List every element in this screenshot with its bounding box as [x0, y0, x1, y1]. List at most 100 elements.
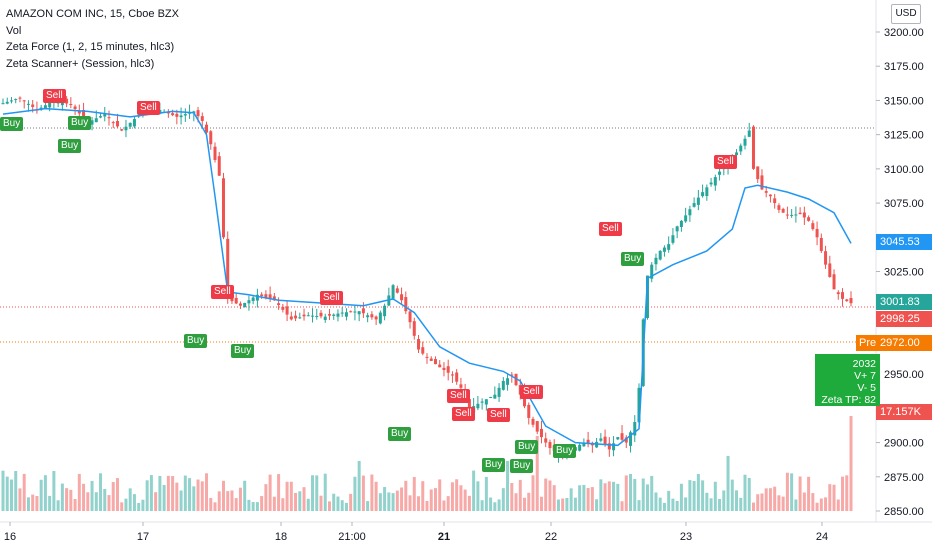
- candle-body: [773, 198, 777, 204]
- candle-body: [65, 98, 69, 104]
- candle-body: [790, 214, 794, 216]
- zeta-v-plus: V+ 7: [854, 370, 876, 382]
- signal-label: Buy: [68, 116, 92, 130]
- volume-bar: [751, 502, 755, 511]
- volume-bar: [450, 482, 454, 511]
- volume-bar: [281, 498, 285, 511]
- zeta-tp: Zeta TP: 82: [821, 394, 876, 406]
- candle-body: [14, 99, 18, 101]
- candle-body: [480, 401, 484, 403]
- volume-bar: [747, 478, 751, 511]
- volume-bar: [171, 476, 175, 511]
- volume-bar: [311, 475, 315, 511]
- candle-body: [438, 364, 442, 368]
- indicator-vol[interactable]: Vol: [6, 24, 22, 37]
- indicator-zeta-scanner[interactable]: Zeta Scanner+ (Session, hlc3): [6, 57, 155, 70]
- candle-body: [124, 126, 128, 131]
- volume-bar: [43, 475, 47, 511]
- volume-bar: [1, 470, 5, 511]
- volume-bar: [819, 498, 823, 511]
- volume-bar: [467, 495, 471, 511]
- candle-body: [319, 312, 323, 317]
- candle-body: [751, 126, 755, 169]
- candle-body: [624, 437, 628, 443]
- volume-bar: [285, 481, 289, 511]
- candle-body: [718, 171, 722, 175]
- volume-bar: [586, 487, 590, 511]
- volume-bar: [730, 479, 734, 511]
- candle-body: [849, 297, 853, 304]
- volume-bar: [565, 498, 569, 511]
- candle-body: [662, 247, 666, 252]
- volume-bar: [120, 502, 124, 511]
- volume-bar: [90, 480, 94, 511]
- volume-bar: [327, 501, 331, 511]
- volume-bar: [196, 479, 200, 511]
- candle-body: [205, 124, 209, 133]
- candle-body: [548, 442, 552, 449]
- zeta-value: 2032: [852, 358, 876, 370]
- candle-body: [828, 263, 832, 277]
- candle-body: [315, 315, 319, 317]
- volume-bar: [573, 497, 577, 511]
- volume-bar: [340, 500, 344, 511]
- volume-bar: [641, 478, 645, 511]
- symbol-title[interactable]: AMAZON COM INC, 15, Cboe BZX: [6, 8, 179, 20]
- candle-body: [213, 146, 217, 160]
- volume-bar: [137, 502, 141, 511]
- price-tick-label: 2900.00: [884, 438, 924, 450]
- volume-bar: [790, 473, 794, 511]
- candle-body: [234, 297, 238, 304]
- candle-body: [73, 106, 77, 109]
- volume-bar: [654, 492, 658, 511]
- candle-body: [794, 214, 798, 216]
- volume-bar: [493, 502, 497, 511]
- volume-bar: [175, 482, 179, 511]
- volume-bar: [463, 489, 467, 511]
- candle-body: [1, 103, 5, 105]
- signal-label: Sell: [447, 389, 470, 403]
- volume-bar: [56, 500, 60, 511]
- volume-bar: [569, 488, 573, 511]
- volume-bar: [166, 475, 170, 511]
- volume-bar: [14, 471, 18, 511]
- candle-body: [238, 303, 242, 306]
- volume-bar: [845, 475, 849, 511]
- indicator-zeta-force[interactable]: Zeta Force (1, 2, 15 minutes, hlc3): [6, 41, 175, 53]
- candle-body: [179, 115, 183, 118]
- signal-label: Sell: [320, 291, 343, 305]
- volume-bar: [306, 498, 310, 511]
- volume-bar: [612, 481, 616, 511]
- candle-body: [268, 294, 272, 299]
- volume-bar: [455, 479, 459, 511]
- candle-body: [82, 109, 86, 118]
- volume-bar: [103, 488, 107, 511]
- volume-bar: [425, 500, 429, 511]
- zeta-v-minus: V- 5: [857, 382, 876, 394]
- volume-bar: [684, 497, 688, 511]
- candle-body: [285, 306, 289, 315]
- candle-body: [476, 403, 480, 409]
- candle-body: [260, 294, 264, 297]
- candle-body: [756, 166, 760, 180]
- candle-body: [391, 285, 395, 299]
- candle-body: [302, 314, 306, 317]
- candle-body: [684, 215, 688, 222]
- candle-body: [531, 418, 535, 425]
- candle-body: [196, 110, 200, 117]
- candle-body: [692, 203, 696, 207]
- candle-body: [209, 131, 213, 145]
- signal-label: Buy: [482, 458, 506, 472]
- candle-body: [781, 208, 785, 213]
- candle-body: [429, 358, 433, 361]
- volume-bar: [629, 473, 633, 511]
- volume-bar: [785, 472, 789, 511]
- volume-bar: [149, 475, 153, 511]
- currency-button[interactable]: USD: [891, 4, 921, 24]
- volume-bar: [735, 490, 739, 511]
- candle-body: [739, 145, 743, 152]
- time-tick-label: 21:00: [338, 531, 366, 543]
- volume-bar: [472, 470, 476, 511]
- candle-body: [459, 384, 463, 388]
